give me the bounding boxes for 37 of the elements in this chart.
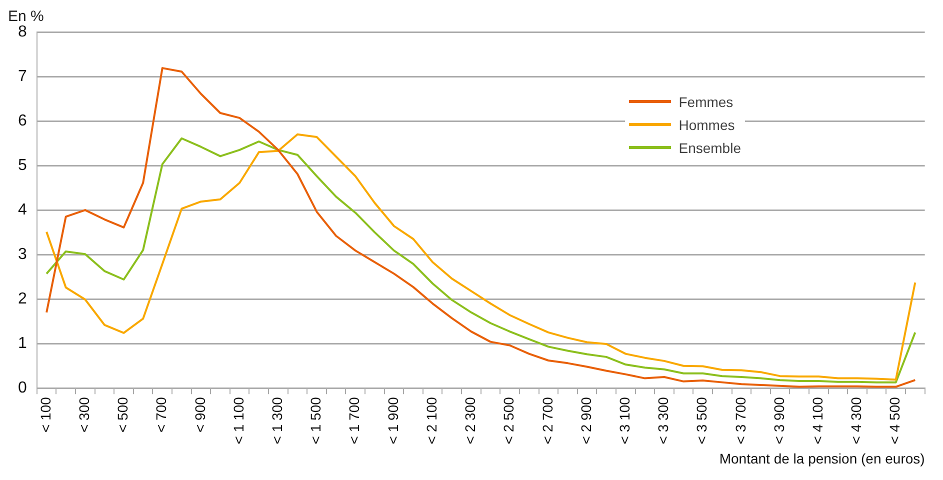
y-axis-title: En % xyxy=(8,8,44,26)
x-axis-title: Montant de la pension (en euros) xyxy=(719,450,925,466)
x-tick-label: < 1 300 xyxy=(269,396,286,444)
x-tick-label: < 2 100 xyxy=(423,396,440,444)
x-tick-label: < 3 700 xyxy=(732,396,748,444)
x-tick-label: < 2 300 xyxy=(462,396,478,444)
legend-label: Hommes xyxy=(678,116,735,132)
x-tick-label: < 1 900 xyxy=(384,396,401,444)
x-tick-label: < 1 100 xyxy=(230,396,246,444)
y-tick-label: 8 xyxy=(18,23,27,40)
y-tick-label: 3 xyxy=(18,246,27,263)
x-tick-label: < 3 300 xyxy=(655,396,672,444)
x-tick-label: < 1 500 xyxy=(308,396,324,444)
x-tick-label: < 2 700 xyxy=(539,396,556,444)
x-tick-label: < 3 900 xyxy=(770,396,787,444)
x-tick-label: < 1 700 xyxy=(346,396,362,444)
x-tick-label: < 4 100 xyxy=(810,396,826,444)
legend-label: Ensemble xyxy=(678,140,741,156)
x-tick-label: < 3 500 xyxy=(694,396,710,444)
y-tick-label: 1 xyxy=(18,334,27,352)
x-tick-label: < 700 xyxy=(153,396,170,433)
x-tick-label: < 4 500 xyxy=(886,396,903,444)
x-tick-label: < 2 500 xyxy=(500,396,517,444)
y-tick-label: 7 xyxy=(18,68,27,85)
x-tick-label: < 2 900 xyxy=(578,396,594,444)
x-tick-label: < 300 xyxy=(76,396,92,433)
legend-label: Femmes xyxy=(678,94,734,110)
y-tick-label: 5 xyxy=(18,156,27,174)
x-tick-label: < 100 xyxy=(37,396,54,433)
x-tick-label: < 4 300 xyxy=(848,396,864,444)
y-tick-label: 4 xyxy=(18,201,27,218)
x-tick-label: < 500 xyxy=(114,396,131,433)
y-tick-label: 2 xyxy=(18,290,27,308)
y-tick-label: 6 xyxy=(18,112,27,130)
x-tick-label: < 900 xyxy=(192,396,208,433)
x-tick-label: < 3 100 xyxy=(616,396,632,444)
y-tick-label: 0 xyxy=(18,380,27,397)
